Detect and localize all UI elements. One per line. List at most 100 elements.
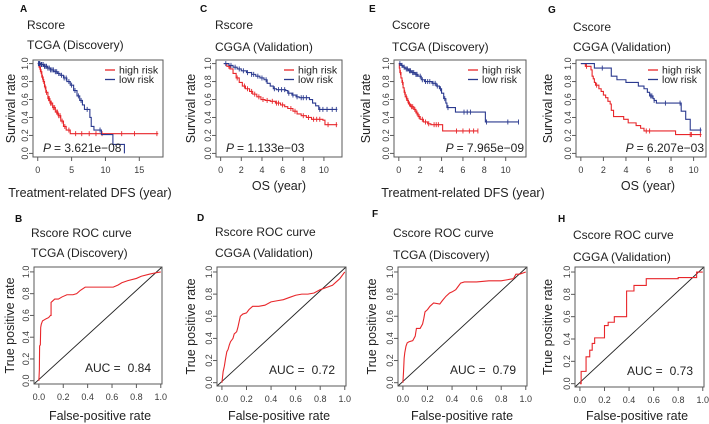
y-tick-label: 0.2 — [203, 129, 213, 142]
km-curve-low-risk — [223, 63, 338, 110]
x-tick-label: 0.4 — [623, 395, 636, 405]
x-axis-label: False-positive rate — [228, 409, 330, 423]
x-tick-label: 0.0 — [216, 394, 229, 404]
x-tick-label: 0.8 — [495, 394, 508, 404]
y-tick-label: 0.8 — [381, 75, 391, 88]
panel-d: D Rscore ROC curve CGGA (Validation) 0.0 0.2… — [184, 213, 351, 423]
x-tick-label: 15 — [134, 165, 144, 175]
y-tick-label: 0.2 — [385, 354, 395, 367]
p-value-annotation: P = 7.965e−09 — [446, 141, 525, 155]
y-tick-label: 0.4 — [385, 332, 395, 345]
y-tick-label: 0.4 — [20, 111, 30, 124]
panel-letter: B — [15, 214, 22, 225]
km-curve-high-risk — [37, 63, 159, 135]
x-tick-label: 0 — [396, 165, 401, 175]
panel-subtitle: TCGA (Discovery) — [27, 38, 124, 52]
panel-e: E Cscore TCGA (Discovery) 0 2 4 6 8 10 0.0 0.2 0.4 0… — [359, 4, 545, 200]
auc-label: AUC = — [269, 363, 305, 377]
y-tick-label: 0.8 — [563, 75, 573, 88]
y-tick-label: 0.6 — [385, 310, 395, 323]
p-value-annotation: P = 6.207e−03 — [626, 141, 705, 155]
x-tick-label: 0.2 — [240, 394, 253, 404]
y-tick-label: 0.8 — [385, 288, 395, 301]
y-tick-label: 0.0 — [385, 376, 395, 389]
x-tick-label: 0.4 — [81, 392, 94, 402]
panel-c: C Rscore CGGA (Validation) 0 2 4 6 8 10 0.0 0.2 0.4… — [184, 4, 343, 193]
y-tick-label: 0.6 — [203, 93, 213, 106]
y-tick-label: 1.0 — [20, 57, 30, 70]
panel-f: F Cscore ROC curve TCGA (Discovery) 0.0 0.2 0… — [365, 209, 532, 423]
legend-label: high risk — [119, 65, 159, 77]
panel-letter: G — [548, 5, 556, 16]
y-tick-label: 1.0 — [385, 266, 395, 279]
y-axis-label: True positive rate — [541, 279, 555, 375]
x-tick-label: 2 — [239, 165, 244, 175]
p-value-annotation: P = 1.133e−03 — [226, 141, 305, 155]
x-tick-label: 0.6 — [106, 392, 119, 402]
auc-value: 0.79 — [493, 363, 517, 377]
y-tick-label: 1.0 — [204, 266, 214, 279]
panel-title: Cscore ROC curve — [393, 226, 494, 240]
x-tick-label: 0 — [578, 165, 583, 175]
y-tick-label: 0.6 — [381, 93, 391, 106]
panel-letter: E — [369, 4, 376, 15]
x-tick-label: 4 — [259, 165, 264, 175]
y-tick-label: 0.0 — [204, 376, 214, 389]
y-tick-label: 0.0 — [20, 147, 30, 160]
y-tick-label: 0.2 — [562, 355, 572, 368]
panel-b: B Rscore ROC curve TCGA (Discovery) 0.0 0.2 0… — [3, 214, 167, 423]
reference-diagonal — [397, 266, 528, 387]
y-axis-label: True positive rate — [365, 278, 379, 374]
auc-label: AUC = — [450, 363, 486, 377]
plot-box — [574, 266, 705, 388]
y-tick-label: 0.0 — [381, 147, 391, 160]
y-tick-label: 0.8 — [21, 287, 31, 300]
x-tick-label: 0.2 — [598, 395, 611, 405]
y-tick-label: 0.8 — [204, 288, 214, 301]
y-tick-label: 0.2 — [20, 129, 30, 142]
y-tick-label: 0.8 — [562, 288, 572, 301]
p-value-annotation: P = 3.621e−08 — [43, 141, 122, 155]
plot-box — [393, 59, 527, 158]
x-tick-label: 0.8 — [672, 395, 685, 405]
y-tick-label: 0.8 — [20, 75, 30, 88]
auc-value: 0.73 — [670, 364, 694, 378]
p-value: = 3.621e−08 — [54, 141, 122, 155]
y-tick-label: 0.2 — [381, 129, 391, 142]
x-tick-label: 0.2 — [57, 392, 70, 402]
y-tick-label: 0.0 — [563, 147, 573, 160]
y-tick-label: 0.6 — [20, 93, 30, 106]
x-tick-label: 4 — [623, 165, 628, 175]
auc-label: AUC = — [85, 361, 121, 375]
auc-annotation: AUC = 0.79 — [450, 363, 516, 377]
y-tick-label: 0.4 — [381, 111, 391, 124]
panel-letter: A — [20, 4, 27, 15]
plot-box — [215, 59, 343, 158]
legend-label: high risk — [662, 65, 702, 77]
y-axis-label: True positive rate — [184, 278, 198, 374]
plot-box — [32, 59, 164, 158]
legend-label: low risk — [662, 74, 698, 86]
auc-annotation: AUC = 0.72 — [269, 363, 335, 377]
y-tick-label: 1.0 — [562, 266, 572, 279]
y-axis-label: Survival rate — [4, 74, 18, 144]
auc-value: 0.84 — [128, 361, 152, 375]
x-tick-label: 0.8 — [130, 392, 143, 402]
km-curve-high-risk — [223, 63, 338, 126]
panel-title: Rscore — [215, 18, 253, 32]
y-tick-label: 1.0 — [21, 266, 31, 279]
x-tick-label: 1.0 — [339, 394, 352, 404]
p-label: P — [43, 141, 51, 155]
y-tick-label: 0.4 — [21, 331, 31, 344]
panel-subtitle: CGGA (Validation) — [573, 40, 671, 54]
panel-title: Cscore ROC curve — [573, 228, 674, 242]
auc-annotation: AUC = 0.84 — [85, 361, 151, 375]
x-tick-label: 1.0 — [697, 395, 709, 405]
auc-label: AUC = — [627, 364, 663, 378]
p-label: P — [226, 141, 234, 155]
x-tick-label: 8 — [482, 165, 487, 175]
legend-label: high risk — [482, 65, 522, 77]
y-tick-label: 0.4 — [563, 111, 573, 124]
